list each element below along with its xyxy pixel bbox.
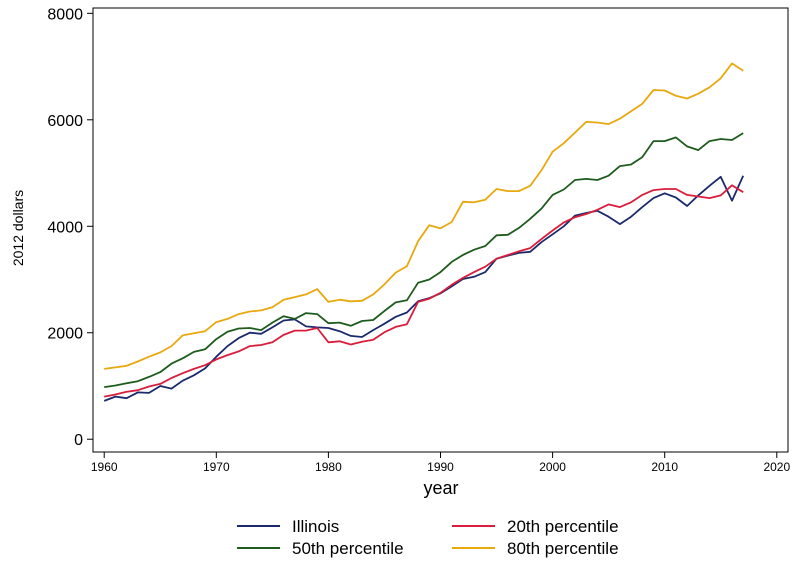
y-axis-title: 2012 dollars [10,190,26,266]
legend-item-80th-percentile: 80th percentile [452,539,619,558]
x-tick-label: 2010 [651,460,678,474]
y-tick-label: 8000 [47,6,83,23]
x-tick-label: 1980 [315,460,342,474]
y-tick-label: 4000 [47,219,83,236]
legend-item-50th-percentile: 50th percentile [237,539,404,558]
x-tick-label: 1960 [91,460,118,474]
series-line-80th-percentile [104,62,744,370]
x-tick-label: 1970 [203,460,230,474]
series-line-50th-percentile [104,132,744,388]
y-tick-label: 0 [74,432,83,449]
series-lines [103,62,745,402]
legend-label: Illinois [292,517,339,536]
x-axis-title: year [423,478,458,498]
x-axis: 1960 1970 1980 1990 2000 2010 2020 [91,452,790,474]
plot-area-border [92,7,789,453]
x-tick-label: 2020 [763,460,790,474]
legend-label: 20th percentile [507,517,619,536]
y-axis: 0 2000 4000 6000 8000 [47,6,93,449]
y-tick-label: 2000 [47,326,83,343]
legend-item-20th-percentile: 20th percentile [452,517,619,536]
series-line-20th-percentile [104,184,744,398]
legend-label: 50th percentile [292,539,404,558]
legend-label: 80th percentile [507,539,619,558]
x-tick-label: 2000 [539,460,566,474]
x-tick-label: 1990 [427,460,454,474]
legend: Illinois 20th percentile 50th percentile 80… [237,517,619,558]
plot-frame [92,7,789,453]
y-tick-label: 6000 [47,113,83,130]
legend-item-illinois: Illinois [237,517,339,536]
